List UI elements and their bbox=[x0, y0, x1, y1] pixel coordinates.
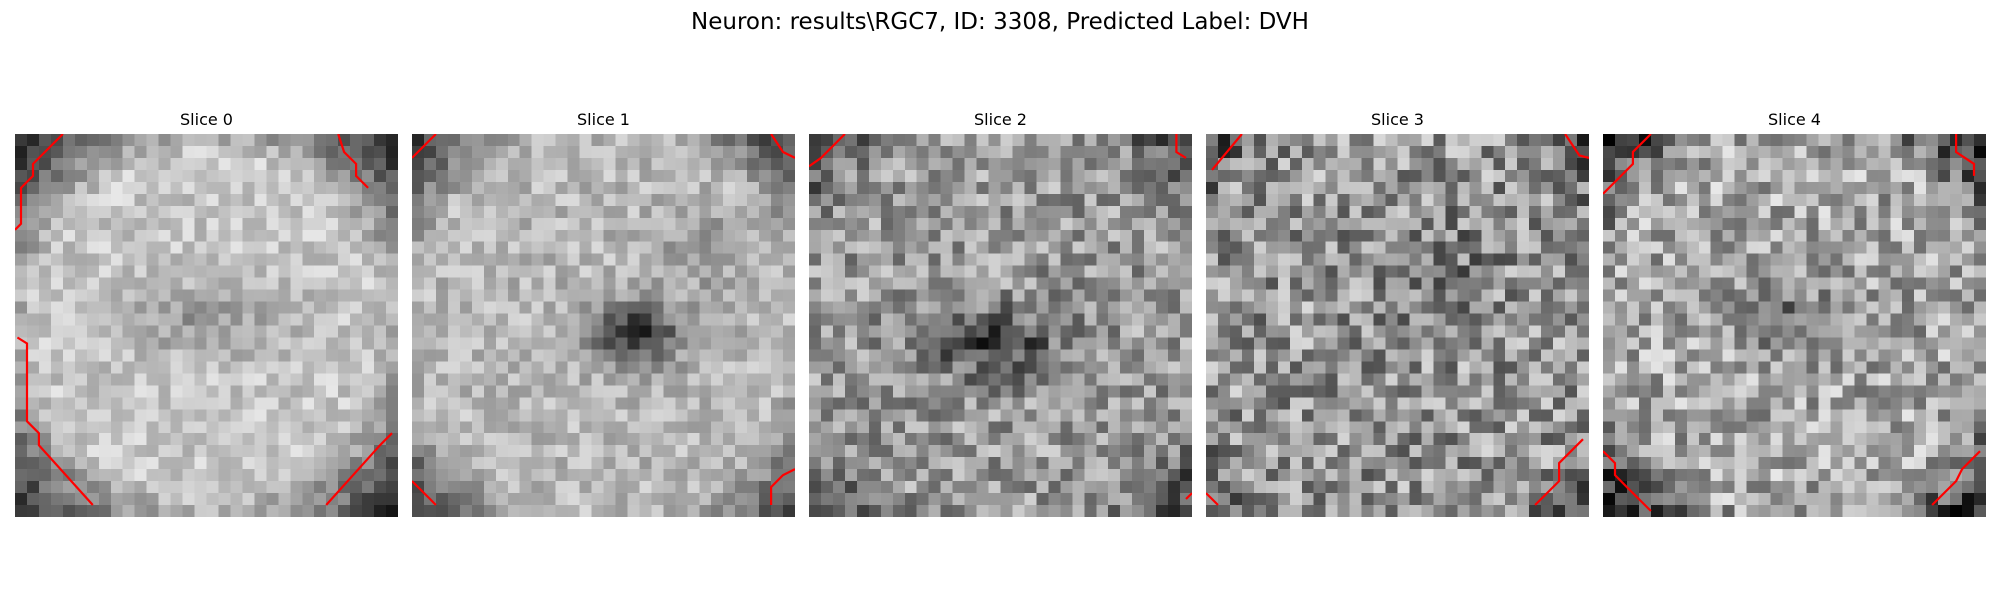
contour-line bbox=[809, 134, 846, 168]
contour-line bbox=[1175, 134, 1187, 159]
contour-line bbox=[1603, 134, 1652, 195]
contour-line bbox=[1955, 134, 1976, 176]
slice-panel: Slice 4 bbox=[1603, 108, 1986, 517]
contour-line bbox=[1564, 134, 1589, 159]
figure-suptitle: Neuron: results\RGC7, ID: 3308, Predicte… bbox=[691, 9, 1309, 35]
contour-line bbox=[412, 480, 437, 506]
contour-line bbox=[770, 134, 795, 159]
contour-line bbox=[1931, 450, 1981, 506]
contour-line bbox=[1534, 438, 1584, 506]
contour-line bbox=[16, 336, 94, 506]
slice-title: Slice 3 bbox=[1371, 110, 1424, 129]
contour-line bbox=[337, 134, 369, 189]
contour-line bbox=[1211, 134, 1243, 171]
contour-line bbox=[770, 468, 795, 505]
slice-panel: Slice 1 bbox=[412, 108, 795, 517]
contour-line bbox=[325, 432, 393, 506]
contour-line bbox=[1603, 450, 1652, 512]
slice-panel: Slice 3 bbox=[1206, 108, 1589, 517]
slice-image bbox=[1206, 134, 1589, 517]
slice-title: Slice 2 bbox=[974, 110, 1027, 129]
slice-panel: Slice 0 bbox=[15, 108, 398, 517]
contour-line bbox=[15, 134, 64, 231]
contour-line bbox=[1185, 492, 1192, 500]
contour-line bbox=[412, 134, 437, 159]
slice-title: Slice 0 bbox=[180, 110, 233, 129]
slice-image bbox=[412, 134, 795, 517]
slice-image bbox=[1603, 134, 1986, 517]
slice-panel: Slice 2 bbox=[809, 108, 1192, 517]
slice-image bbox=[15, 134, 398, 517]
slice-title: Slice 4 bbox=[1768, 110, 1821, 129]
contour-line bbox=[1206, 492, 1219, 506]
slice-title: Slice 1 bbox=[577, 110, 630, 129]
slice-image bbox=[809, 134, 1192, 517]
